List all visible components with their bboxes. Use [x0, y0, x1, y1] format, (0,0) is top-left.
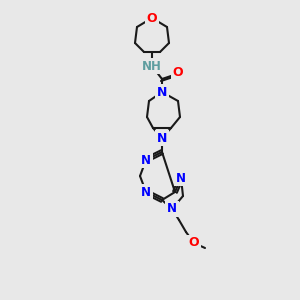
Text: O: O — [189, 236, 199, 250]
Text: NH: NH — [142, 59, 162, 73]
Text: N: N — [141, 185, 151, 199]
Text: N: N — [167, 202, 177, 215]
Text: N: N — [157, 131, 167, 145]
Text: O: O — [173, 67, 183, 80]
Text: N: N — [141, 154, 151, 166]
Text: N: N — [157, 85, 167, 98]
Text: N: N — [176, 172, 186, 184]
Text: O: O — [147, 11, 157, 25]
